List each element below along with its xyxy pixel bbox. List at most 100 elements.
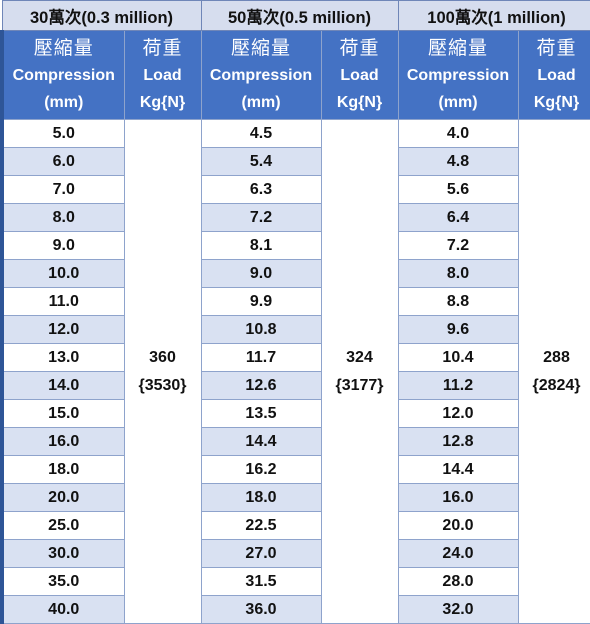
compression-value: 5.6 (398, 176, 518, 204)
load-header-zh: 荷重 (322, 35, 398, 62)
compression-header-en: Compression (202, 62, 321, 89)
compression-header-zh: 壓縮量 (399, 35, 518, 62)
compression-value: 11.2 (398, 372, 518, 400)
compression-header-en: Compression (399, 62, 518, 89)
compression-value: 36.0 (201, 596, 321, 624)
load-header-unit: Kg{N} (322, 89, 398, 116)
compression-value: 9.0 (2, 232, 124, 260)
table-row: 6.0 5.4 4.8 (2, 148, 590, 176)
compression-value: 30.0 (2, 540, 124, 568)
compression-value: 6.3 (201, 176, 321, 204)
sub-header-row: 壓縮量 Compression (mm) 荷重 Load Kg{N} 壓縮量 C… (2, 31, 590, 120)
compression-value: 20.0 (2, 484, 124, 512)
compression-value: 8.8 (398, 288, 518, 316)
compression-value: 16.0 (2, 428, 124, 456)
load-header-zh: 荷重 (519, 35, 590, 62)
compression-value: 25.0 (2, 512, 124, 540)
load-kg-value: 360 (125, 344, 201, 372)
compression-header: 壓縮量 Compression (mm) (398, 31, 518, 120)
compression-value: 14.4 (398, 456, 518, 484)
load-header-unit: Kg{N} (125, 89, 201, 116)
compression-value: 9.0 (201, 260, 321, 288)
table-row: 12.0 10.8 9.6 (2, 316, 590, 344)
load-newton-value: {3530} (125, 372, 201, 400)
compression-value: 4.5 (201, 120, 321, 148)
load-newton-value: {2824} (519, 372, 590, 400)
compression-value: 7.2 (201, 204, 321, 232)
load-header-zh: 荷重 (125, 35, 201, 62)
compression-value: 18.0 (2, 456, 124, 484)
table-row: 7.0 6.3 5.6 (2, 176, 590, 204)
compression-value: 27.0 (201, 540, 321, 568)
compression-value: 13.0 (2, 344, 124, 372)
compression-header-zh: 壓縮量 (202, 35, 321, 62)
compression-value: 14.4 (201, 428, 321, 456)
compression-value: 16.2 (201, 456, 321, 484)
compression-value: 4.8 (398, 148, 518, 176)
load-newton-value: {3177} (322, 372, 398, 400)
compression-value: 10.0 (2, 260, 124, 288)
compression-header-zh: 壓縮量 (4, 35, 124, 62)
compression-value: 12.6 (201, 372, 321, 400)
compression-value: 11.0 (2, 288, 124, 316)
compression-header: 壓縮量 Compression (mm) (2, 31, 124, 120)
compression-value: 8.1 (201, 232, 321, 260)
compression-value: 10.4 (398, 344, 518, 372)
compression-value: 15.0 (2, 400, 124, 428)
compression-value: 11.7 (201, 344, 321, 372)
compression-value: 7.0 (2, 176, 124, 204)
compression-value: 8.0 (2, 204, 124, 232)
compression-value: 35.0 (2, 568, 124, 596)
group-title-2: 100萬次(1 million) (398, 1, 590, 31)
compression-value: 40.0 (2, 596, 124, 624)
compression-value: 31.5 (201, 568, 321, 596)
compression-header-en: Compression (4, 62, 124, 89)
table-row: 10.0 9.0 8.0 (2, 260, 590, 288)
compression-value: 14.0 (2, 372, 124, 400)
compression-header-unit: (mm) (399, 89, 518, 116)
compression-value: 28.0 (398, 568, 518, 596)
load-header: 荷重 Load Kg{N} (321, 31, 398, 120)
table-row: 14.0 12.6 11.2 (2, 372, 590, 400)
compression-value: 6.0 (2, 148, 124, 176)
compression-value: 16.0 (398, 484, 518, 512)
compression-value: 18.0 (201, 484, 321, 512)
compression-value: 12.0 (398, 400, 518, 428)
compression-value: 12.0 (2, 316, 124, 344)
compression-header-unit: (mm) (202, 89, 321, 116)
compression-value: 12.8 (398, 428, 518, 456)
compression-value: 22.5 (201, 512, 321, 540)
compression-value: 32.0 (398, 596, 518, 624)
table-row: 35.0 31.5 28.0 (2, 568, 590, 596)
load-header-en: Load (125, 62, 201, 89)
load-header-unit: Kg{N} (519, 89, 590, 116)
compression-value: 6.4 (398, 204, 518, 232)
load-header-en: Load (322, 62, 398, 89)
table-row: 15.0 13.5 12.0 (2, 400, 590, 428)
compression-value: 5.4 (201, 148, 321, 176)
table-row: 40.0 36.0 32.0 (2, 596, 590, 624)
compression-header: 壓縮量 Compression (mm) (201, 31, 321, 120)
compression-value: 24.0 (398, 540, 518, 568)
compression-value: 13.5 (201, 400, 321, 428)
table-row: 30.0 27.0 24.0 (2, 540, 590, 568)
table-row: 9.0 8.1 7.2 (2, 232, 590, 260)
group-title-1: 50萬次(0.5 million) (201, 1, 398, 31)
compression-value: 9.6 (398, 316, 518, 344)
table-row: 20.0 18.0 16.0 (2, 484, 590, 512)
load-header-en: Load (519, 62, 590, 89)
table-row: 16.0 14.4 12.8 (2, 428, 590, 456)
table-row: 13.0 11.7 10.4 (2, 344, 590, 372)
load-cell: 288{2824} (518, 120, 590, 624)
load-kg-value: 288 (519, 344, 590, 372)
group-title-0: 30萬次(0.3 million) (2, 1, 201, 31)
compression-value: 10.8 (201, 316, 321, 344)
compression-value: 8.0 (398, 260, 518, 288)
load-cell: 360{3530} (124, 120, 201, 624)
compression-header-unit: (mm) (4, 89, 124, 116)
compression-value: 7.2 (398, 232, 518, 260)
